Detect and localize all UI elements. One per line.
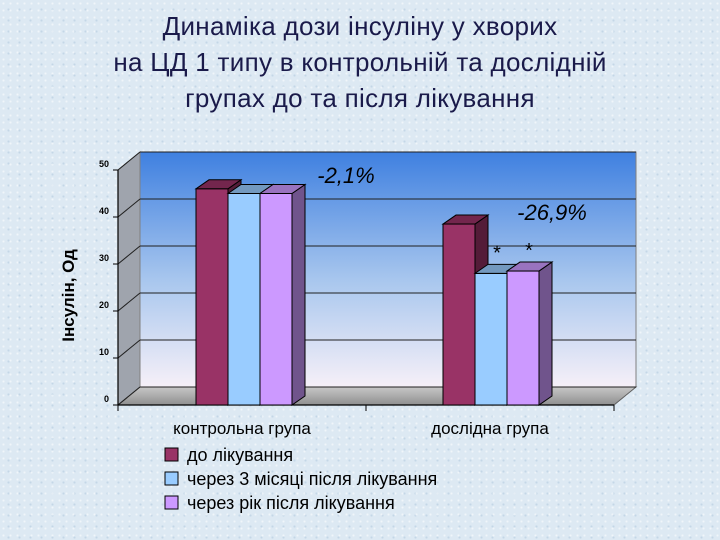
title-line-3: групах до та після лікування xyxy=(185,83,535,113)
significance-marker: * xyxy=(493,242,501,264)
significance-marker: * xyxy=(525,240,533,262)
side-wall xyxy=(117,150,141,407)
legend-swatch xyxy=(164,471,179,486)
y-tick-label: 10 xyxy=(99,347,109,357)
bar-front xyxy=(259,193,293,406)
change-annotation: -26,9% xyxy=(517,200,587,225)
y-tick-label: 0 xyxy=(104,394,109,404)
legend-swatch xyxy=(164,447,179,462)
bar-top xyxy=(505,261,554,272)
y-tick-label: 40 xyxy=(99,206,109,216)
bar-front xyxy=(506,270,540,406)
bar-front xyxy=(442,223,476,406)
legend-label: через 3 місяці після лікування xyxy=(187,469,437,489)
bar-side xyxy=(538,261,553,406)
gridline-side xyxy=(117,339,141,359)
y-axis-label: Інсулін, Од xyxy=(59,249,78,342)
gridline-side xyxy=(117,198,141,218)
bar-top xyxy=(441,214,490,225)
y-tick-label: 20 xyxy=(99,300,109,310)
y-tick-label: 30 xyxy=(99,253,109,263)
title-line-2: на ЦД 1 типу в контрольній та дослідній xyxy=(113,47,607,77)
title-line-1: Динаміка дози інсуліну у хворих xyxy=(162,11,558,41)
gridline-side xyxy=(117,151,141,171)
gridline-side xyxy=(117,245,141,265)
bar-front xyxy=(195,188,229,406)
legend: до лікування через 3 місяці після лікуван… xyxy=(164,445,437,513)
bar-top xyxy=(258,184,307,194)
bar xyxy=(505,261,554,406)
bar-side xyxy=(291,183,306,406)
bar xyxy=(258,183,307,406)
gridline-side xyxy=(117,386,141,406)
bar-front xyxy=(227,193,261,406)
gridline-side xyxy=(117,292,141,312)
bars xyxy=(194,178,554,406)
bar-top xyxy=(194,179,243,190)
change-annotation: -2,1% xyxy=(317,163,374,188)
legend-label: через рік після лікування xyxy=(187,493,395,513)
x-tick-label: контрольна група xyxy=(173,419,311,438)
x-tick-label: дослідна група xyxy=(431,419,549,438)
legend-swatch xyxy=(164,495,179,510)
y-tick-label: 50 xyxy=(99,159,109,169)
bar-front xyxy=(474,272,508,406)
legend-label: до лікування xyxy=(187,445,293,465)
page-title: Динаміка дози інсуліну у хворих на ЦД 1 … xyxy=(0,8,720,116)
chart-labels: контрольна група дослідна група Інсулін, О… xyxy=(59,163,587,438)
